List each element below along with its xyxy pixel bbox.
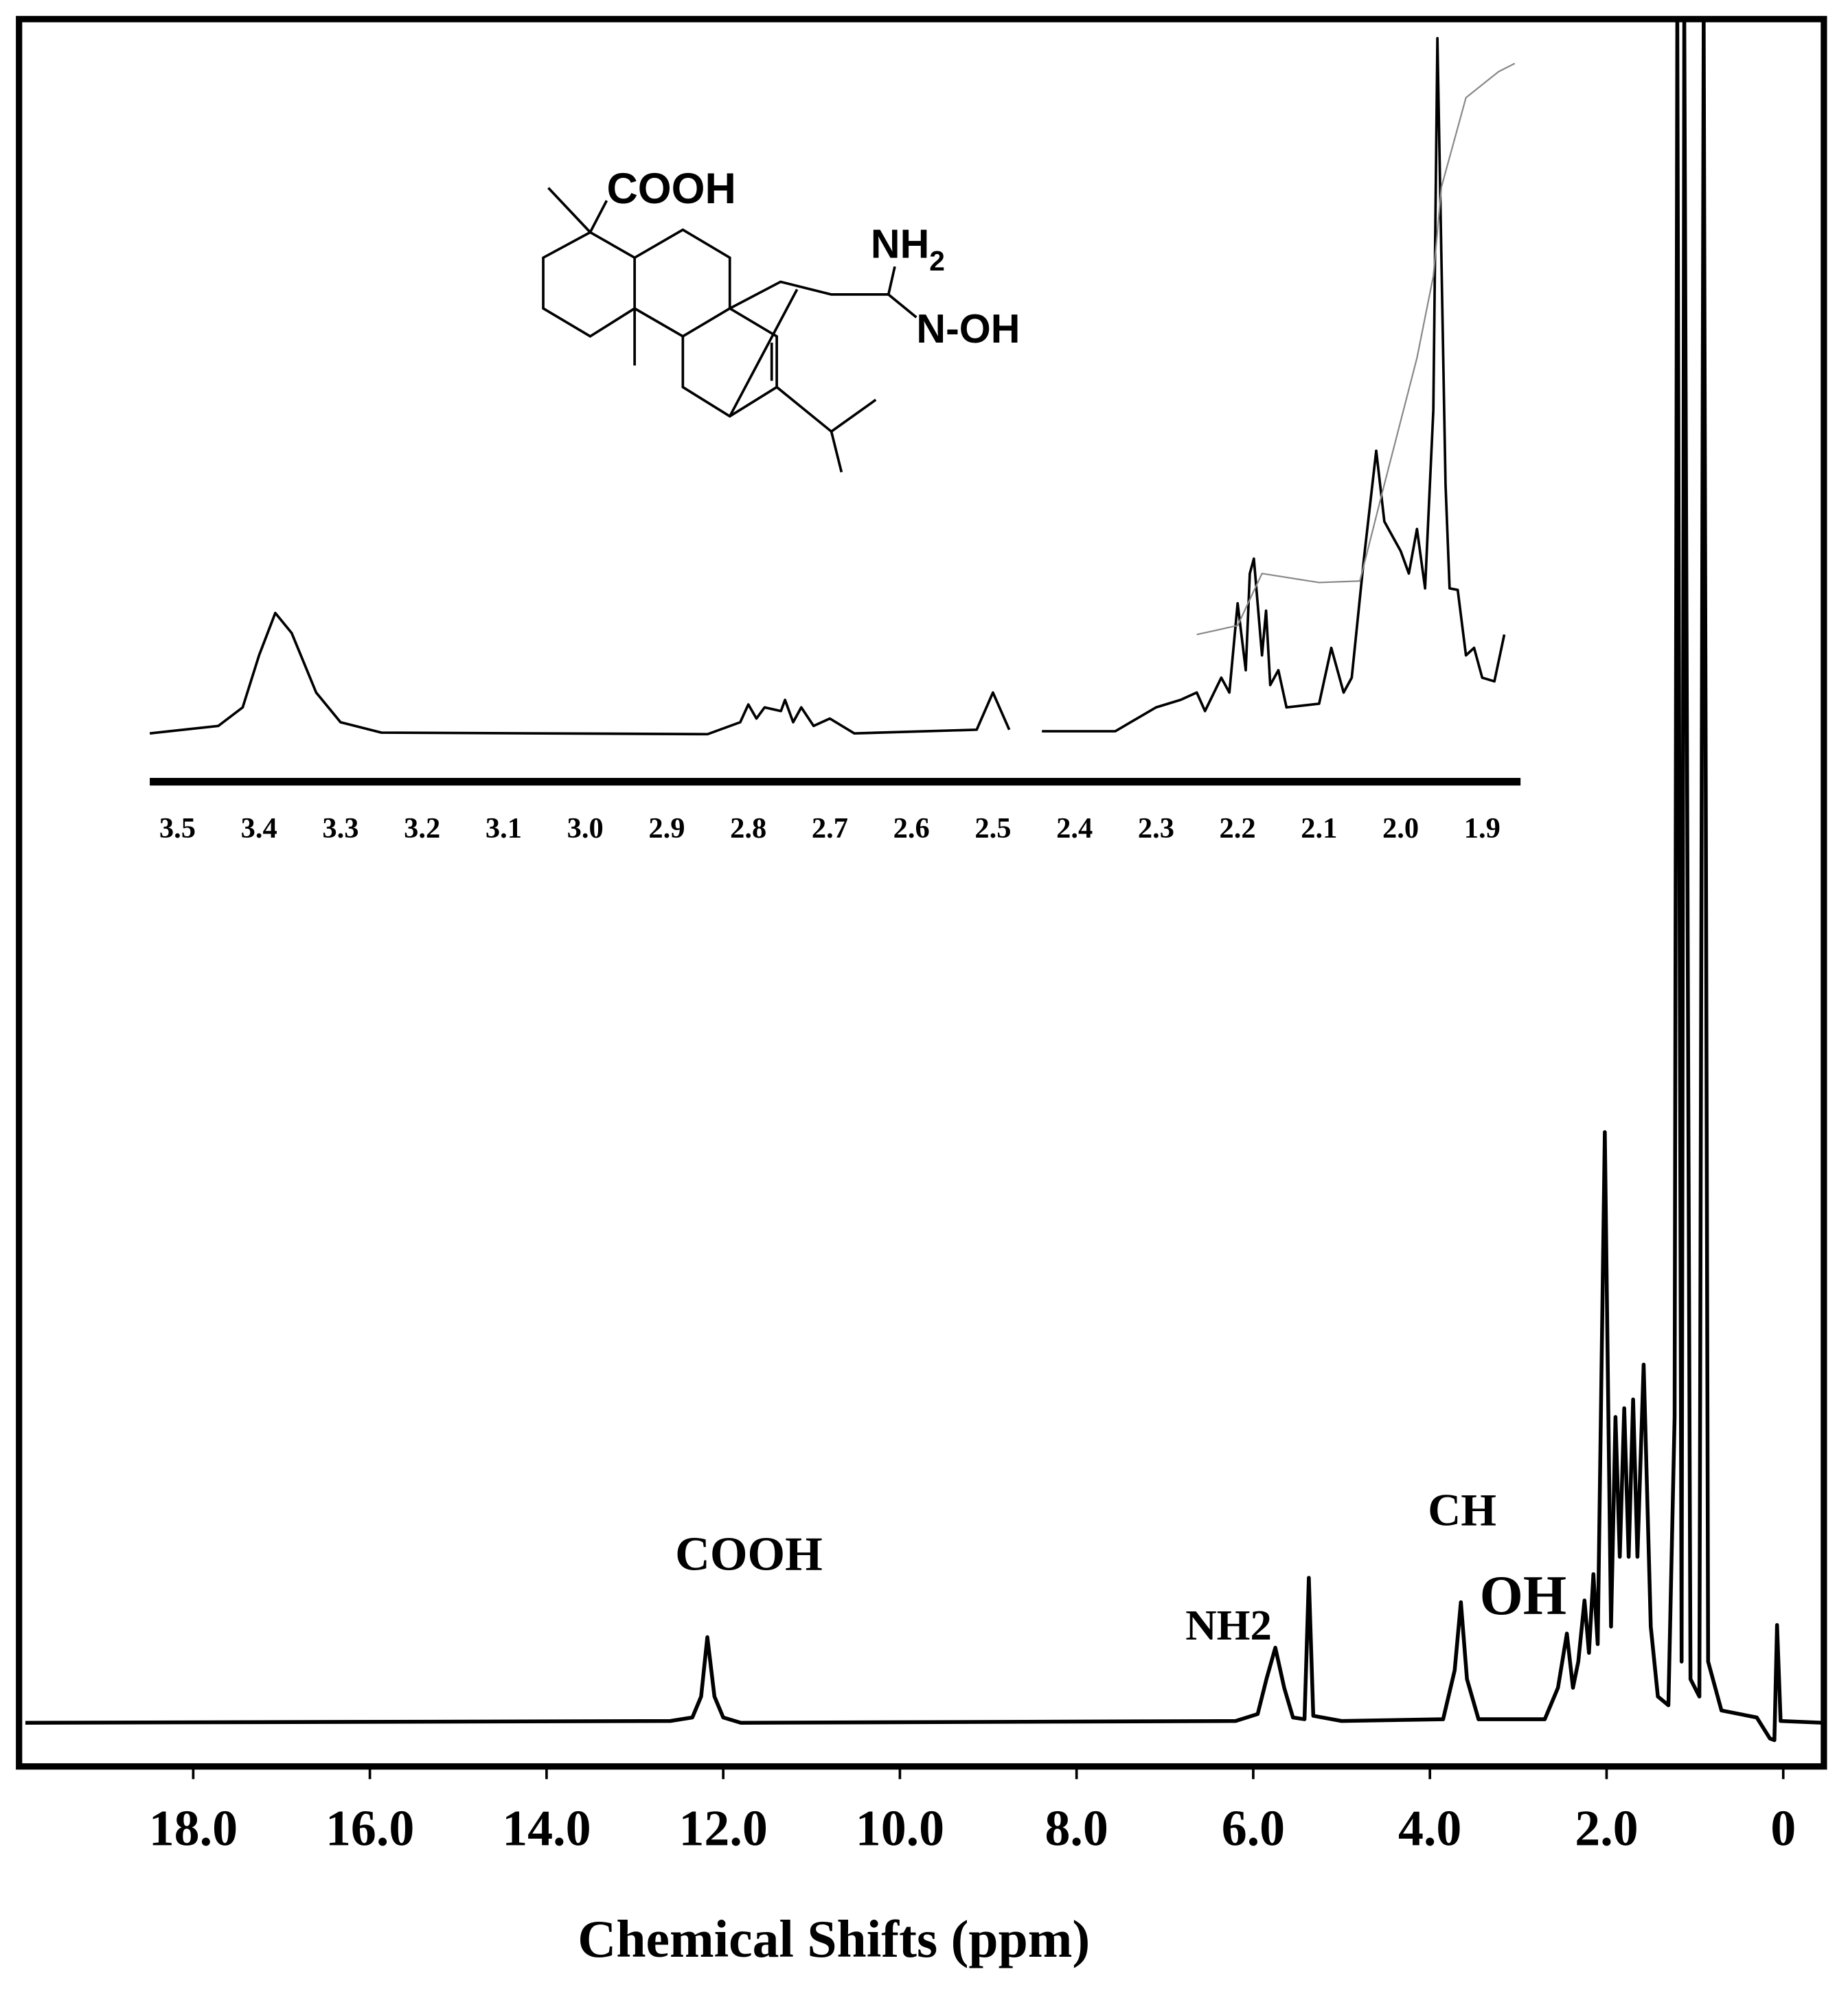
peak-annotation: NH2 xyxy=(1185,1601,1272,1649)
x-axis-label: Chemical Shifts (ppm) xyxy=(578,1909,1090,1968)
peak-annotation: OH xyxy=(1480,1565,1567,1627)
x-tick-label: 2.0 xyxy=(1575,1800,1638,1856)
x-tick-label: 1.9 xyxy=(1464,812,1501,844)
x-tick-label: 3.2 xyxy=(404,812,440,844)
structure-subscript: 2 xyxy=(929,245,945,277)
x-tick-label: 3.5 xyxy=(159,812,196,844)
structure-label: NH xyxy=(871,220,929,266)
x-tick-label: 2.4 xyxy=(1056,812,1093,844)
x-tick-label: 18.0 xyxy=(149,1800,238,1856)
x-tick-label: 10.0 xyxy=(856,1800,944,1856)
x-tick-label: 2.0 xyxy=(1382,812,1419,844)
plot-area xyxy=(149,36,1516,736)
x-tick-label: 2.6 xyxy=(893,812,930,844)
x-tick-label: 0 xyxy=(1770,1800,1796,1856)
x-tick-label: 8.0 xyxy=(1045,1800,1108,1856)
x-tick-label: 2.2 xyxy=(1220,812,1256,844)
x-tick-label: 4.0 xyxy=(1398,1800,1461,1856)
structure-label: COOH xyxy=(606,165,735,213)
x-tick-label: 3.1 xyxy=(486,812,522,844)
x-tick-label: 2.3 xyxy=(1138,812,1174,844)
structure-label: NH2 xyxy=(871,220,945,276)
molecule xyxy=(542,187,917,473)
x-tick-label: 14.0 xyxy=(502,1800,591,1856)
peak-annotation: CH xyxy=(1428,1486,1496,1536)
x-tick-label: 3.4 xyxy=(241,812,277,844)
x-tick-label: 2.5 xyxy=(974,812,1011,844)
spectrum-line xyxy=(1196,62,1516,636)
x-tick-label: 2.1 xyxy=(1301,812,1337,844)
structure-label: N-OH xyxy=(916,306,1020,352)
plot-frame xyxy=(16,16,1827,1770)
plot-area xyxy=(25,21,1822,1743)
x-tick-label: 3.3 xyxy=(322,812,358,844)
spectrum-line xyxy=(25,21,1822,1743)
peak-annotation: COOH xyxy=(675,1527,823,1581)
x-tick-label: 2.9 xyxy=(648,812,685,844)
x-tick-label: 3.0 xyxy=(567,812,604,844)
x-tick-label: 2.7 xyxy=(812,812,848,844)
spectrum-line xyxy=(149,36,1506,736)
x-tick-label: 2.8 xyxy=(730,812,766,844)
x-tick-label: 16.0 xyxy=(326,1800,414,1856)
x-tick-label: 12.0 xyxy=(678,1800,767,1856)
x-tick-label: 6.0 xyxy=(1222,1800,1285,1856)
